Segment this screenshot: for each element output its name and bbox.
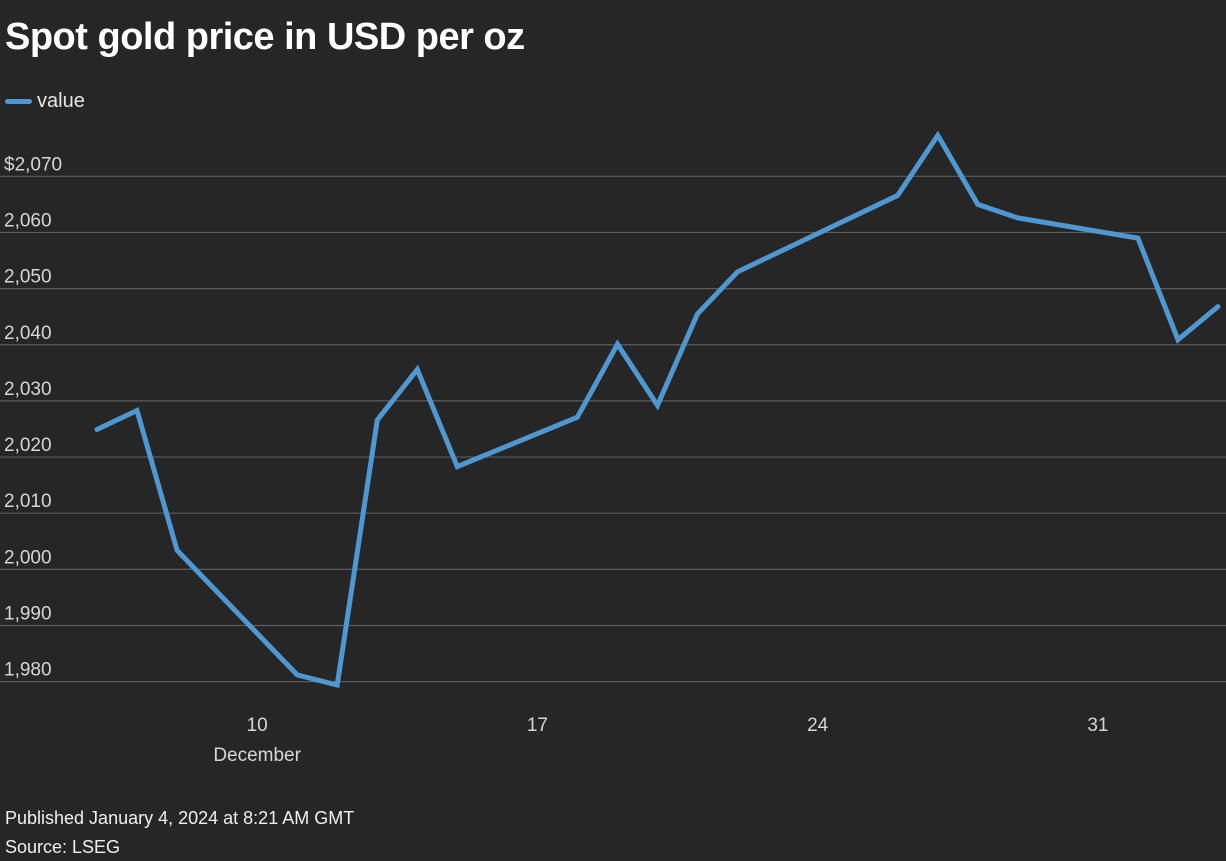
y-tick-label: $2,070 (4, 154, 62, 175)
y-tick-label: 2,000 (4, 547, 52, 568)
y-tick-label: 2,030 (4, 379, 52, 400)
y-tick-label: 2,020 (4, 435, 52, 456)
y-tick-label: 2,060 (4, 210, 52, 231)
source-note: Source: LSEG (5, 837, 121, 857)
y-tick-label: 1,980 (4, 660, 52, 681)
y-tick-label: 2,040 (4, 323, 52, 344)
x-tick-label: 17 (527, 715, 548, 736)
chart-title: Spot gold price in USD per oz (5, 16, 525, 58)
x-tick-label: 10 (247, 715, 268, 736)
y-tick-label: 2,050 (4, 267, 52, 288)
series-line (94, 130, 1221, 689)
legend: value (5, 90, 85, 113)
line-chart: 1,980 1,990 2,000 2,010 2,020 2,030 2,040 2,050… (0, 130, 1226, 766)
x-tick-label: 24 (807, 715, 829, 736)
published-note: Published January 4, 2024 at 8:21 AM GMT (5, 808, 355, 828)
y-tick-label: 2,010 (4, 491, 52, 512)
legend-label: value (37, 90, 85, 112)
y-tick-label: 1,990 (4, 604, 52, 625)
legend-swatch (5, 99, 32, 104)
x-tick-label: 31 (1087, 715, 1108, 736)
x-tick-sublabel: December (213, 745, 301, 766)
